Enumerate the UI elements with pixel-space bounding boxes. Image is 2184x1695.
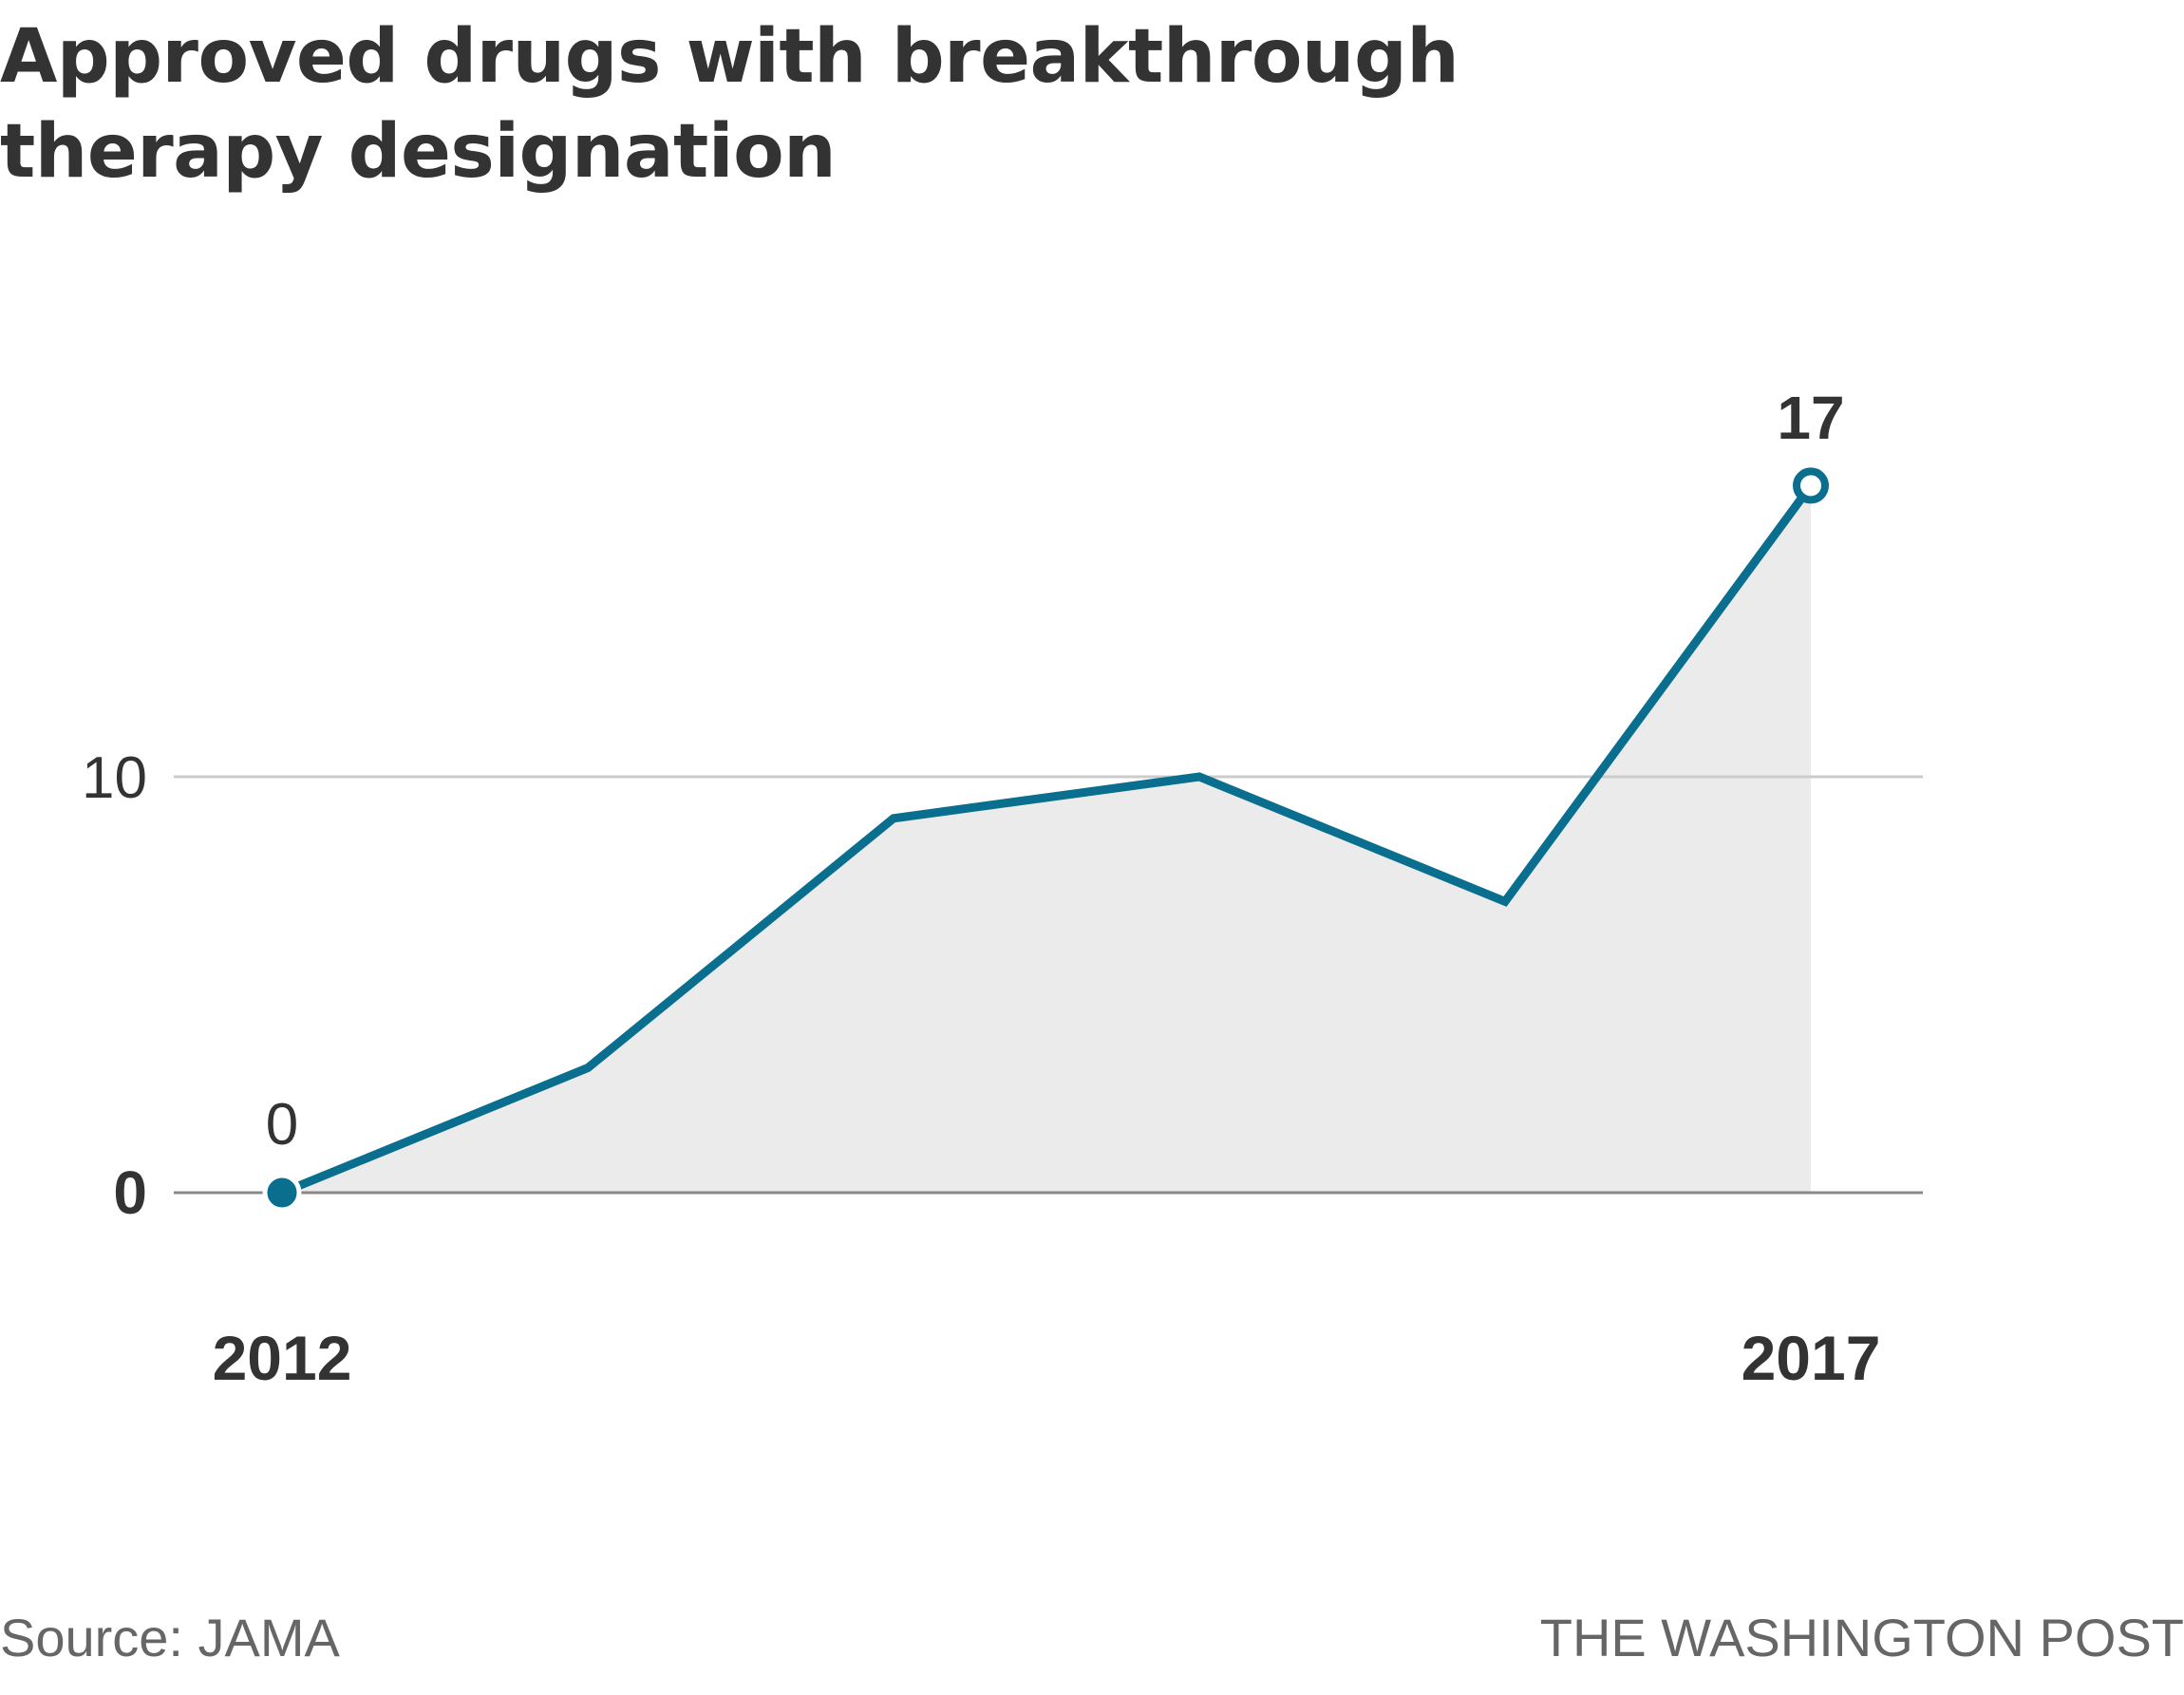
- end-value-label: 17: [1777, 384, 1844, 452]
- source-note: Source: JAMA: [0, 1608, 340, 1667]
- y-tick-label-0: 0: [113, 1158, 147, 1227]
- end-point: [1793, 467, 1829, 504]
- series-line: [280, 482, 1815, 1197]
- area-fill: [282, 485, 1811, 1193]
- y-tick-label-10: 10: [82, 745, 147, 811]
- x-tick-label-last: 2017: [1742, 1323, 1881, 1393]
- start-value-label: 0: [266, 1092, 298, 1158]
- x-tick-label-first: 2012: [213, 1323, 352, 1393]
- publisher-credit: THE WASHINGTON POST: [1539, 1608, 2184, 1667]
- start-point: [262, 1173, 302, 1213]
- chart-title: Approved drugs with breakthrough therapy…: [0, 14, 1459, 195]
